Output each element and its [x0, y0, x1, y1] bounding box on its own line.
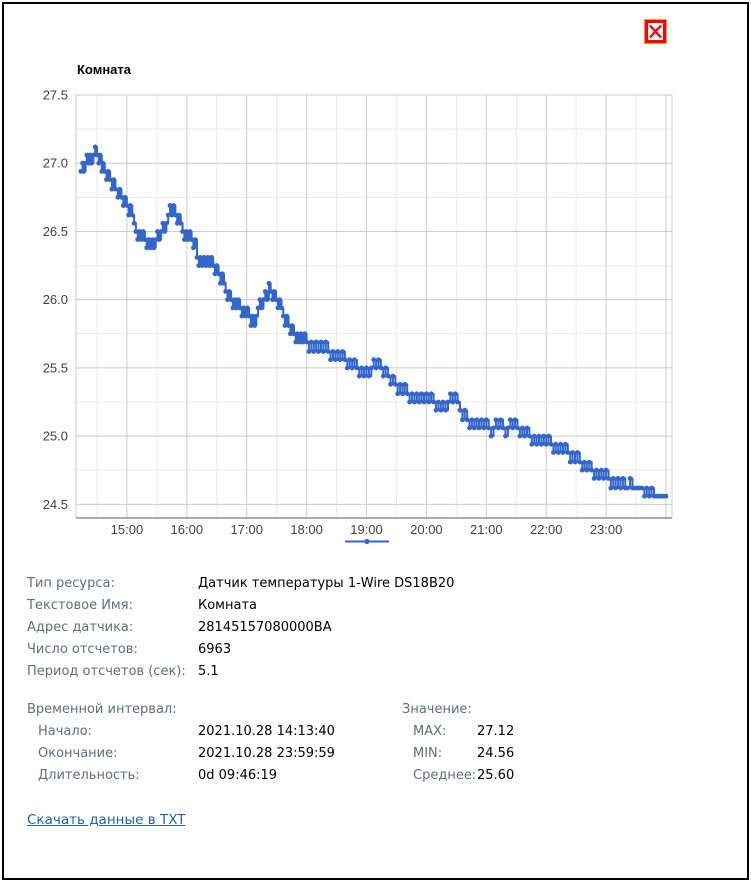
- info-row: Длительность: 0d 09:46:19: [27, 764, 335, 786]
- info-value: 2021.10.28 14:13:40: [198, 723, 335, 739]
- svg-text:26.5: 26.5: [43, 224, 68, 239]
- series-markers[interactable]: [78, 144, 669, 499]
- info-label: Тип ресурса:: [27, 575, 115, 591]
- info-value: 2021.10.28 23:59:59: [198, 745, 335, 761]
- svg-text:19:00: 19:00: [350, 522, 383, 537]
- info-row: Адрес датчика: 28145157080000BA: [27, 616, 454, 638]
- svg-text:26.0: 26.0: [43, 292, 68, 307]
- info-label: Период отсчетов (сек):: [27, 663, 186, 679]
- major-gridlines: [75, 94, 673, 518]
- info-label: Длительность:: [38, 767, 140, 783]
- info-label: Текстовое Имя:: [27, 597, 133, 613]
- info-value: 24.56: [477, 745, 515, 761]
- time-interval-header: Временной интервал:: [27, 701, 177, 717]
- y-axis-labels: 27.5 27.0 26.5 26.0 25.5 25.0 24.5: [43, 88, 68, 512]
- info-row: Текстовое Имя: Комната: [27, 594, 454, 616]
- info-value: 25.60: [477, 767, 515, 783]
- svg-text:16:00: 16:00: [171, 522, 204, 537]
- info-label: Окончание:: [38, 745, 118, 761]
- info-row: MIN: 24.56: [402, 742, 514, 764]
- svg-text:25.0: 25.0: [43, 429, 68, 444]
- info-value: 27.12: [477, 723, 515, 739]
- download-txt-link[interactable]: Скачать данные в TXT: [27, 812, 186, 828]
- svg-text:27.5: 27.5: [43, 88, 68, 103]
- svg-text:24.5: 24.5: [43, 497, 68, 512]
- info-label: MIN:: [413, 745, 443, 761]
- close-button[interactable]: [645, 20, 666, 43]
- info-value: 5.1: [198, 663, 219, 679]
- info-label: Среднее:: [413, 767, 477, 783]
- svg-text:15:00: 15:00: [111, 522, 144, 537]
- svg-text:17:00: 17:00: [230, 522, 263, 537]
- minor-gridlines: [76, 95, 672, 518]
- info-value: Датчик температуры 1-Wire DS18B20: [198, 575, 455, 591]
- svg-text:20:00: 20:00: [410, 522, 443, 537]
- info-row: Среднее: 25.60: [402, 764, 514, 786]
- info-row: MAX: 27.12: [402, 720, 514, 742]
- info-value: 28145157080000BA: [198, 619, 332, 635]
- info-label: Адрес датчика:: [27, 619, 134, 635]
- value-stats-block: Значение: MAX: 27.12 MIN: 24.56 Среднее:…: [402, 698, 514, 786]
- info-row: Период отсчетов (сек): 5.1: [27, 660, 454, 682]
- svg-text:25.5: 25.5: [43, 360, 68, 375]
- legend-marker: [345, 538, 389, 545]
- temperature-chart: 15:00 16:00 17:00 18:00 19:00 20:00 21:00 22:00…: [43, 88, 673, 545]
- info-row: Окончание: 2021.10.28 23:59:59: [27, 742, 335, 764]
- info-value: 0d 09:46:19: [198, 767, 278, 783]
- close-icon: [649, 24, 662, 39]
- info-row: Тип ресурса: Датчик температуры 1-Wire D…: [27, 572, 454, 594]
- info-label: MAX:: [413, 723, 447, 739]
- chart-title: Комната: [77, 62, 131, 77]
- x-axis-labels: 15:00 16:00 17:00 18:00 19:00 20:00 21:00 22:00…: [111, 522, 623, 537]
- info-value: Комната: [198, 597, 257, 613]
- svg-text:18:00: 18:00: [290, 522, 323, 537]
- info-label: Начало:: [38, 723, 93, 739]
- series-line[interactable]: [80, 145, 666, 498]
- info-label: Число отсчетов:: [27, 641, 138, 657]
- time-interval-block: Временной интервал: Начало: 2021.10.28 1…: [27, 698, 335, 786]
- value-stats-header: Значение:: [402, 701, 472, 717]
- info-row: Начало: 2021.10.28 14:13:40: [27, 720, 335, 742]
- sensor-info-block: Тип ресурса: Датчик температуры 1-Wire D…: [27, 572, 454, 682]
- info-value: 6963: [198, 641, 232, 657]
- info-row: Число отсчетов: 6963: [27, 638, 454, 660]
- svg-text:22:00: 22:00: [530, 522, 563, 537]
- svg-text:23:00: 23:00: [590, 522, 623, 537]
- svg-text:27.0: 27.0: [43, 156, 68, 171]
- svg-text:21:00: 21:00: [470, 522, 503, 537]
